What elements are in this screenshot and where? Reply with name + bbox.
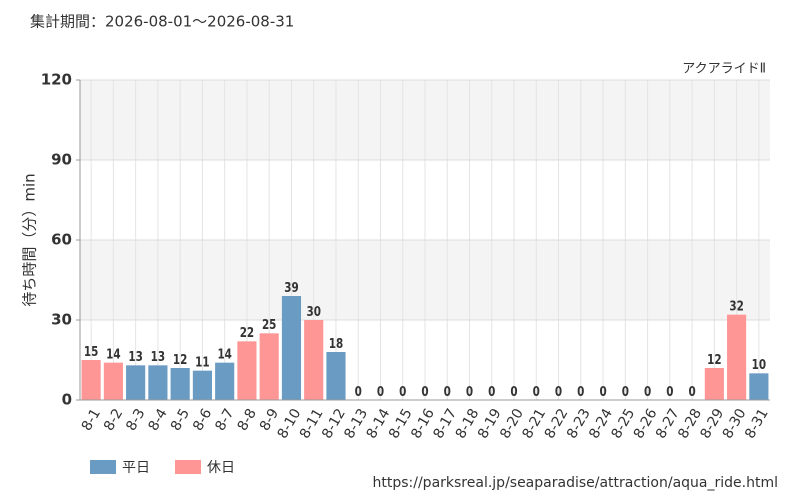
data-label: 0 [622,384,629,399]
bar [281,296,302,400]
legend-swatch [90,460,116,474]
data-label: 22 [240,325,254,340]
x-tick-label: 8-3 [123,406,148,434]
data-label: 25 [262,317,276,332]
y-tick-label: 0 [62,391,72,409]
data-label: 13 [128,349,142,364]
data-label: 0 [666,384,673,399]
data-label: 0 [599,384,606,399]
data-label: 0 [466,384,473,399]
bar [81,360,101,400]
data-label: 10 [752,357,766,372]
subtitle: 集計期間：2026-08-01～2026-08-31 [30,13,294,31]
y-tick-label: 30 [51,311,72,329]
data-label: 0 [421,384,428,399]
legend-label: 平日 [122,460,150,476]
data-label: 0 [644,384,651,399]
data-label: 18 [329,336,343,351]
bar [304,320,324,400]
x-tick-label: 8-7 [212,406,237,434]
bar [126,365,146,400]
data-label: 0 [688,384,695,399]
y-axis-label: 待ち時間（分）min [21,173,39,306]
y-tick-label: 60 [51,231,72,249]
bar [749,373,769,400]
x-tick-label: 8-4 [146,406,171,434]
data-label: 0 [555,384,562,399]
data-label: 0 [510,384,517,399]
x-tick-label: 8-6 [190,406,215,434]
data-label: 0 [399,384,406,399]
x-tick-label: 8-1 [79,406,104,434]
data-label: 30 [306,304,320,319]
x-tick-label: 8-2 [101,406,126,434]
y-tick-label: 90 [51,151,72,169]
data-label: 0 [444,384,451,399]
data-label: 14 [106,346,120,361]
source: https://parksreal.jp/seaparadise/attract… [373,475,779,491]
bar [103,362,123,400]
bar [727,314,747,400]
data-label: 0 [488,384,495,399]
data-label: 0 [577,384,584,399]
data-label: 0 [377,384,384,399]
data-label: 15 [84,344,98,359]
data-label: 0 [355,384,362,399]
x-tick-label: 8-8 [235,406,260,434]
chart-title: アクアライドⅡ [682,62,766,77]
bar [259,333,279,400]
bar [170,368,190,400]
y-tick-label: 120 [41,71,72,89]
bar [326,352,346,400]
data-label: 11 [195,354,209,369]
bar [704,368,724,400]
data-label: 0 [533,384,540,399]
data-label: 13 [151,349,165,364]
data-label: 14 [217,346,231,361]
bar [215,362,235,400]
bar [237,341,257,400]
data-label: 12 [173,352,187,367]
bar [192,370,212,400]
legend-label: 休日 [207,460,235,476]
data-label: 32 [729,298,743,313]
x-tick-label: 8-31 [742,406,772,442]
bar [148,365,168,400]
legend-swatch [175,460,201,474]
x-tick-label: 8-5 [168,406,193,434]
data-label: 12 [707,352,721,367]
data-label: 39 [284,280,298,295]
